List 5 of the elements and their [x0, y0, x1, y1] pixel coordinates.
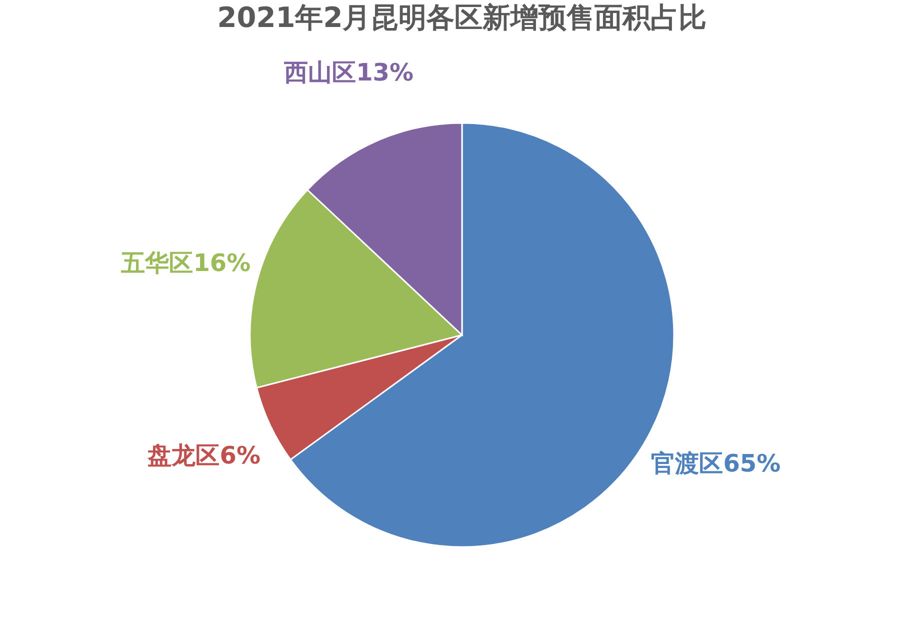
- chart-title: 2021年2月昆明各区新增预售面积占比: [217, 1, 707, 34]
- slice-label: 五华区16%: [120, 249, 251, 278]
- slice-label: 西山区13%: [283, 58, 414, 86]
- slice-label: 官渡区65%: [651, 449, 781, 478]
- slice-label: 盘龙区6%: [146, 441, 260, 470]
